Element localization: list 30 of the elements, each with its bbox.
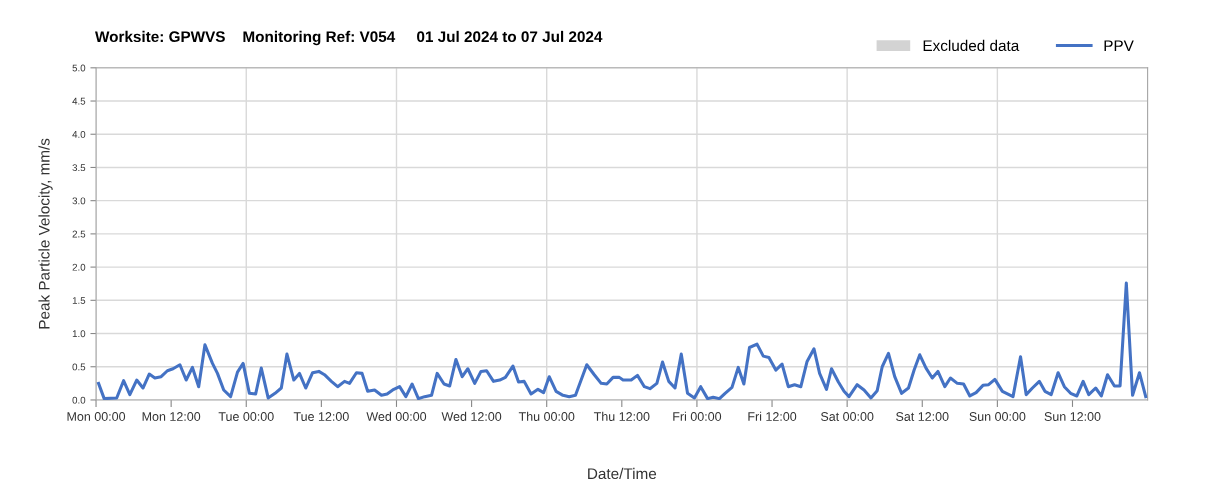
legend-label: PPV: [1104, 40, 1134, 51]
y-tick-label: 1.0: [72, 330, 86, 338]
y-tick-label: 2.0: [72, 263, 86, 271]
x-tick-label: Sun 00:00: [969, 412, 1026, 421]
y-tick-label: 3.5: [72, 164, 86, 172]
x-tick-label: Wed 00:00: [366, 411, 427, 421]
y-tick-label: 5.0: [72, 64, 86, 72]
y-tick-label: 4.5: [72, 97, 86, 105]
chart-title: Worksite: GPWVS Monitoring Ref: V054 01 Jul 2024 to 07 Jul 2024: [95, 30, 603, 46]
x-tick-label: Sat 12:00: [896, 412, 949, 421]
x-tick-label: Thu 12:00: [593, 411, 650, 421]
x-tick-label: Fri 00:00: [673, 411, 722, 421]
x-tick-label: Sun 12:00: [1044, 412, 1101, 421]
x-tick-label: Mon 12:00: [142, 412, 201, 421]
y-axis-title: Peak Particle Velocity, mm/s: [38, 138, 53, 329]
x-tick-label: Tue 00:00: [218, 412, 274, 421]
y-tick-label: 1.5: [72, 297, 86, 304]
y-tick-label: 0.0: [72, 396, 86, 404]
y-tick-label: 3.0: [72, 197, 86, 205]
x-tick-label: Tue 12:00: [293, 412, 349, 421]
y-tick-label: 2.5: [72, 230, 86, 238]
legend-label: Excluded data: [923, 39, 1020, 52]
x-tick-label: Thu 00:00: [518, 411, 575, 421]
x-axis-title: Date/Time: [588, 467, 657, 480]
y-tick-label: 4.0: [72, 130, 86, 138]
x-tick-label: Sat 00:00: [820, 412, 874, 421]
y-tick-label: 0.5: [72, 363, 86, 371]
x-tick-label: Fri 12:00: [748, 411, 797, 421]
x-tick-label: Mon 00:00: [67, 412, 126, 421]
x-tick-label: Wed 12:00: [441, 411, 502, 421]
